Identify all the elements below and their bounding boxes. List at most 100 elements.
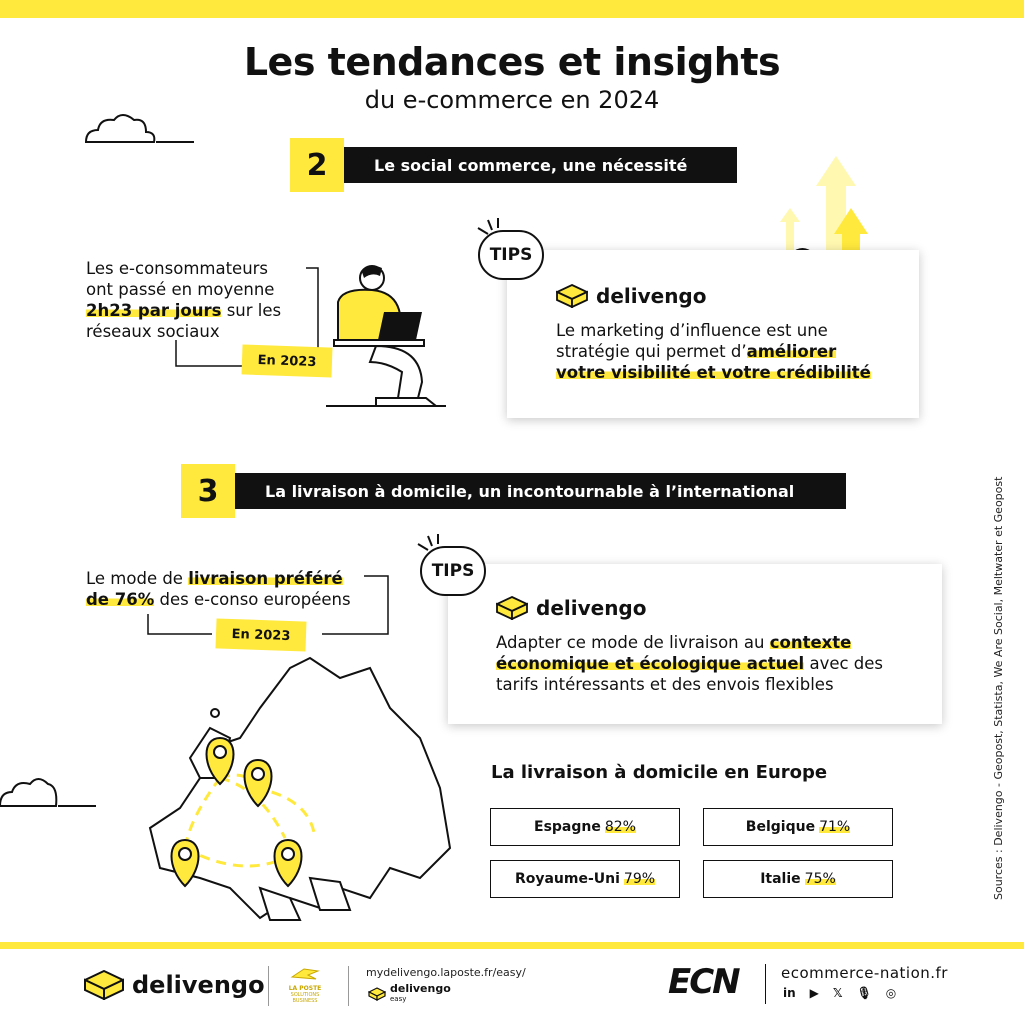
- laposte-text: SOLUTIONS: [290, 992, 320, 998]
- delivengo-logo-icon: [368, 987, 386, 1001]
- tips-card-section-3: [448, 564, 942, 724]
- tip-highlight: améliorer: [746, 342, 837, 361]
- spark-icon: [477, 218, 499, 235]
- location-pin-icon: [205, 736, 235, 786]
- delivengo-logo-icon: [556, 284, 588, 308]
- country-pct: 79%: [623, 871, 656, 887]
- stat-highlight: de 76%: [86, 590, 155, 609]
- stat-highlight: livraison préféré: [188, 569, 343, 588]
- tips-badge: TIPS: [420, 546, 486, 596]
- tip-highlight: contexte: [769, 633, 852, 652]
- page-subtitle: du e-commerce en 2024: [364, 86, 660, 114]
- country-pct: 82%: [604, 819, 636, 835]
- section-3-year-tag: En 2023: [215, 618, 307, 652]
- laposte-text: LA POSTE: [288, 985, 322, 992]
- brand-name: delivengo: [536, 596, 647, 620]
- brand-name: delivengo: [390, 982, 451, 995]
- footer-divider: [348, 966, 349, 1006]
- section-3-number: 3: [181, 464, 235, 518]
- sources-text: Sources : Delivengo - Geopost, Statista,…: [992, 476, 1005, 900]
- laposte-bird-icon: [290, 968, 320, 980]
- stat-text: des e-conso européens: [154, 590, 351, 609]
- instagram-icon[interactable]: ◎: [885, 986, 897, 1000]
- tip-line: économique et écologique actuel avec des: [496, 653, 928, 674]
- stat-line: ont passé en moyenne: [86, 280, 275, 299]
- footer-divider: [765, 964, 766, 1004]
- delivengo-brand: delivengo: [496, 596, 647, 620]
- top-accent-bar: [0, 0, 1024, 18]
- youtube-icon[interactable]: ▶: [809, 986, 819, 1000]
- brand-sub: easy: [390, 995, 407, 1003]
- country-pct: 71%: [819, 819, 851, 835]
- country-name: Royaume-Uni: [514, 871, 620, 887]
- country-name: Espagne: [534, 819, 601, 835]
- delivengo-logo-icon: [496, 596, 528, 620]
- section-2-stat: Les e-consommateurs ont passé en moyenne…: [86, 258, 306, 342]
- section-2-number: 2: [290, 138, 344, 192]
- social-links: in ▶ 𝕏 🎙 ◎: [783, 986, 896, 1000]
- delivengo-easy-brand: delivengo easy: [368, 982, 451, 1004]
- x-icon[interactable]: 𝕏: [832, 986, 843, 1000]
- tip-line: tarifs intéressants et des envois flexib…: [496, 675, 834, 694]
- stat-text: Le mode de: [86, 569, 189, 588]
- ecn-logo: ECN: [668, 962, 741, 1002]
- section-3-stat: Le mode de livraison préféré de 76% des …: [86, 568, 386, 610]
- podcast-icon[interactable]: 🎙: [856, 986, 872, 1000]
- section-2-heading: Le social commerce, une nécessité: [344, 147, 737, 183]
- location-pin-icon: [170, 838, 200, 888]
- tip-highlight: économique et écologique actuel: [496, 654, 805, 673]
- country-name: Belgique: [745, 819, 816, 835]
- linkedin-icon[interactable]: in: [783, 986, 796, 1000]
- country-stat-belgique: Belgique 71%: [703, 808, 893, 846]
- location-pin-icon: [243, 758, 273, 808]
- tip-line: votre visibilité et votre crédibilité: [556, 362, 906, 383]
- section-2-tip-text: Le marketing d’influence est une stratég…: [556, 320, 906, 383]
- stat-line: 2h23 par jours sur les: [86, 300, 306, 321]
- footer-url[interactable]: mydelivengo.laposte.fr/easy/: [366, 966, 526, 979]
- laposte-logo: LA POSTE SOLUTIONS BUSINESS: [282, 966, 328, 1004]
- stat-highlight: 2h23 par jours: [86, 301, 222, 320]
- country-stat-royaume-uni: Royaume-Uni 79%: [490, 860, 680, 898]
- sources-note: Sources : Delivengo - Geopost, Statista,…: [992, 470, 1020, 900]
- stat-text: sur les: [221, 301, 282, 320]
- stat-line: réseaux sociaux: [86, 322, 220, 341]
- bracket-lines: [147, 575, 389, 635]
- delivengo-brand: delivengo: [556, 284, 707, 308]
- tip-text: stratégie qui permet d’: [556, 342, 747, 361]
- tips-card-section-2: [507, 250, 919, 418]
- footer-delivengo-brand: delivengo: [84, 970, 265, 1000]
- tips-badge: TIPS: [478, 230, 544, 280]
- brand-name: delivengo: [596, 284, 707, 308]
- footer-site[interactable]: ecommerce-nation.fr: [781, 964, 948, 982]
- stat-line: Le mode de livraison préféré: [86, 568, 386, 589]
- person-laptop-illustration: [326, 265, 446, 407]
- spark-icon: [417, 534, 439, 551]
- country-name: Italie: [760, 871, 801, 887]
- tip-line: Le marketing d’influence est une: [556, 321, 828, 340]
- page-title: Les tendances et insights: [243, 40, 781, 84]
- section-3-tip-text: Adapter ce mode de livraison au contexte…: [496, 632, 928, 695]
- laposte-text: BUSINESS: [292, 998, 318, 1004]
- tip-highlight: votre visibilité et votre crédibilité: [556, 363, 871, 382]
- europe-stats-title: La livraison à domicile en Europe: [491, 762, 828, 783]
- country-stat-italie: Italie 75%: [703, 860, 893, 898]
- europe-map-illustration: [148, 656, 452, 921]
- tip-text: avec des: [804, 654, 884, 673]
- brand-name: delivengo: [132, 971, 265, 999]
- tip-line: Adapter ce mode de livraison au contexte: [496, 632, 928, 653]
- tip-line: stratégie qui permet d’améliorer: [556, 341, 906, 362]
- section-3-heading: La livraison à domicile, un incontournab…: [235, 473, 846, 509]
- country-stat-espagne: Espagne 82%: [490, 808, 680, 846]
- delivengo-logo-icon: [84, 970, 124, 1000]
- section-2-year-tag: En 2023: [241, 344, 333, 378]
- cloud-icon: [84, 114, 194, 143]
- country-pct: 75%: [804, 871, 836, 887]
- bottom-accent-bar: [0, 942, 1024, 949]
- location-pin-icon: [273, 838, 303, 888]
- tip-text: Adapter ce mode de livraison au: [496, 633, 770, 652]
- footer-divider: [268, 966, 269, 1006]
- stat-line: Les e-consommateurs: [86, 259, 269, 278]
- stat-line: de 76% des e-conso européens: [86, 589, 386, 610]
- bracket-lines: [175, 267, 319, 367]
- cloud-icon: [0, 778, 96, 807]
